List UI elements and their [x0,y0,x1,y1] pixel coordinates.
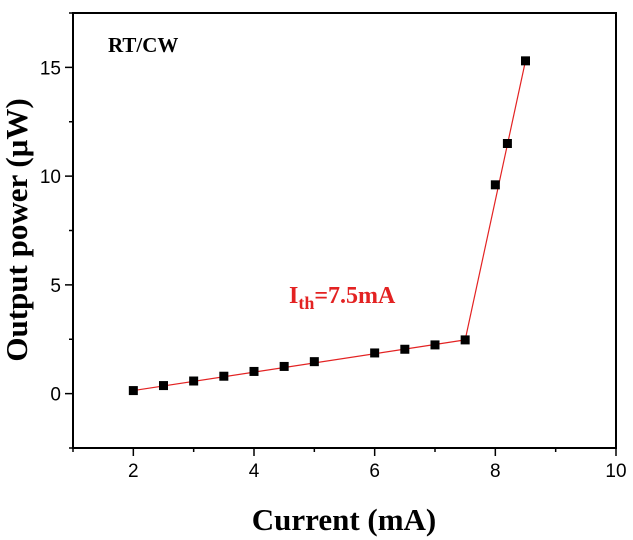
data-point-11 [460,335,470,345]
x-tick-label: 2 [128,461,139,482]
threshold-annotation: Ith=7.5mA [289,283,396,313]
x-tick-label: 4 [249,461,260,482]
x-tick-label: 6 [369,461,380,482]
x-axis-title: Current (mA) [252,502,437,537]
plot-frame [72,12,617,449]
annotation-rest: =7.5mA [314,283,396,309]
y-tick-label: 5 [50,276,61,297]
fit-lines [133,60,527,392]
annotation-subscript: th [298,293,314,313]
data-point-3 [189,376,199,386]
x-axis-ticks: 2 4 6 8 10 [72,448,627,482]
y-tick-label: 15 [40,58,61,79]
data-point-7 [309,357,319,367]
data-point-6 [279,361,289,371]
fit-line-1 [133,339,466,392]
fit-line-2 [464,60,527,341]
y-axis-title: Output power (μW) [0,98,34,361]
data-point-2 [159,381,168,391]
y-tick-label: 10 [40,167,61,188]
data-point-9 [400,344,410,354]
data-points [128,56,530,396]
panel-label: RT/CW [108,33,178,57]
y-tick-label: 0 [50,385,61,406]
data-point-8 [370,348,380,358]
y-axis-ticks: 0 5 10 15 [40,12,73,449]
x-tick-label: 10 [605,461,626,482]
data-point-14 [521,56,530,66]
data-point-13 [502,139,512,148]
annotation-main: I [289,283,298,309]
data-point-5 [249,366,259,376]
x-tick-label: 8 [490,461,501,482]
data-point-4 [219,371,229,381]
data-point-12 [490,180,500,190]
data-point-1 [128,386,138,396]
data-point-10 [430,340,440,350]
